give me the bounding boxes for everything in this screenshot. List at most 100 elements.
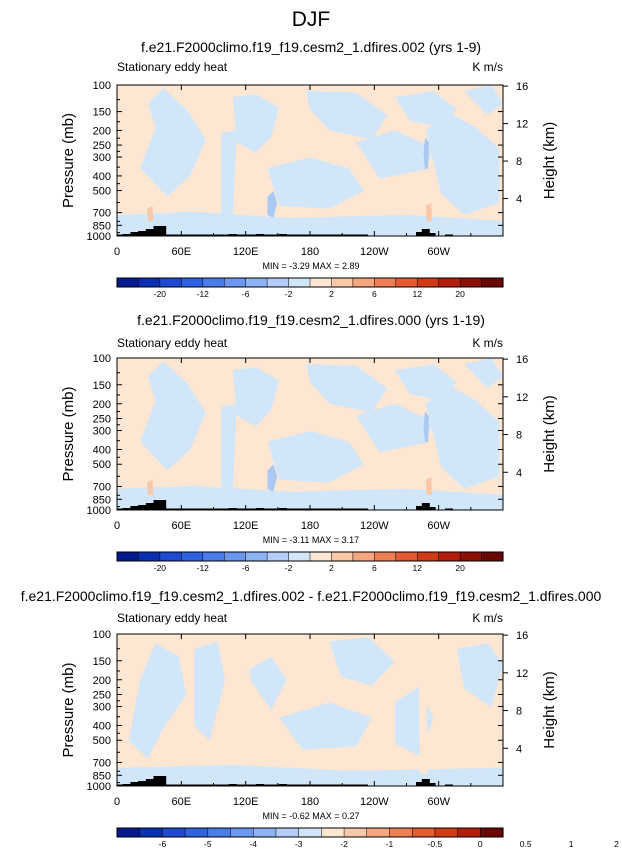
contour-region (221, 403, 237, 495)
colorbar-swatch (288, 277, 311, 288)
colorbar-swatch (139, 827, 163, 838)
y-tick-label: 850 (93, 494, 111, 506)
y2-tick-label: 16 (516, 81, 528, 93)
topography-bar (427, 233, 436, 236)
field-label: Stationary eddy heat (117, 60, 228, 74)
colorbar-swatch (366, 827, 391, 838)
colorbar-swatch (159, 551, 182, 562)
y2-axis-title: Height (km) (541, 671, 558, 749)
colorbar-swatch (245, 551, 268, 562)
y2-axis-title: Height (km) (541, 122, 558, 200)
colorbar-swatch (395, 277, 418, 288)
y-tick-label: 700 (93, 481, 111, 493)
colorbar-label: -20 (154, 289, 167, 299)
colorbar-label: 20 (455, 289, 465, 299)
colorbar-label: 2 (329, 563, 334, 573)
panel-2: f.e21.F2000climo.f19_f19.cesm2_1.dfires.… (60, 312, 558, 573)
y2-tick-label: 8 (516, 156, 522, 168)
y-tick-label: 100 (93, 353, 111, 365)
contour-region (267, 157, 364, 209)
y-tick-label: 200 (93, 399, 111, 411)
contour-region (117, 764, 503, 786)
colorbar-label: 20 (455, 563, 465, 573)
x-tick-label: 0 (114, 796, 120, 808)
colorbar-label: -2 (285, 289, 293, 299)
y-axis-title: Pressure (mb) (60, 113, 77, 208)
colorbar-swatch (389, 827, 413, 838)
y-tick-label: 150 (93, 656, 111, 668)
colorbar-frame (116, 277, 504, 288)
contour-region (140, 361, 206, 471)
colorbar-swatch (374, 277, 397, 288)
colorbar-swatch (266, 551, 290, 562)
colorbar-swatch (181, 277, 204, 288)
colorbar-swatch (309, 551, 332, 562)
topography-bar (421, 779, 430, 786)
y-tick-label: 700 (93, 757, 111, 769)
y-tick-label: 1000 (87, 231, 111, 243)
panel-1: f.e21.F2000climo.f19_f19.cesm2_1.dfires.… (60, 39, 558, 299)
y2-tick-label: 16 (516, 630, 528, 642)
y2-tick-label: 4 (516, 743, 522, 755)
topography-bar (138, 781, 147, 786)
topography-bar (427, 507, 436, 510)
colorbar-swatch (457, 827, 481, 838)
topography-bar (445, 234, 453, 236)
contour-region (221, 130, 237, 221)
colorbar-swatch (266, 277, 290, 288)
contour-region (140, 88, 206, 197)
colorbar-swatch (374, 551, 397, 562)
topography-bar (145, 503, 154, 510)
colorbar-label: -2 (340, 839, 348, 849)
y2-tick-label: 12 (516, 119, 528, 131)
colorbar-swatch (434, 827, 459, 838)
x-tick-label: 0 (114, 246, 120, 258)
contour-region (244, 664, 253, 765)
contour-region (232, 94, 280, 153)
x-tick-label: 120W (360, 520, 389, 532)
colorbar-label: -2 (285, 563, 293, 573)
colorbar-swatch (223, 551, 247, 562)
colorbar-swatch (352, 277, 375, 288)
contour-region (267, 431, 364, 483)
panel-title: f.e21.F2000climo.f19_f19.cesm2_1.dfires.… (21, 588, 602, 604)
topography-bar (130, 782, 139, 786)
colorbar-swatch (245, 277, 268, 288)
colorbar-swatch (288, 551, 311, 562)
topography-bar (445, 508, 453, 510)
y-tick-label: 400 (93, 445, 111, 457)
y-tick-label: 700 (93, 208, 111, 220)
colorbar-swatch (438, 277, 461, 288)
colorbar-swatch (181, 551, 204, 562)
colorbar-label: 0 (478, 839, 483, 849)
topography-bar (145, 779, 154, 786)
x-tick-label: 60E (172, 520, 192, 532)
topography-bar (421, 229, 430, 236)
y-axis-title: Pressure (mb) (60, 386, 77, 481)
colorbar-swatch (481, 551, 504, 562)
colorbar-swatch (298, 827, 322, 838)
x-tick-label: 120E (233, 796, 259, 808)
topography-bar (416, 232, 424, 236)
panel-title: f.e21.F2000climo.f19_f19.cesm2_1.dfires.… (137, 312, 485, 328)
field-label: Stationary eddy heat (117, 611, 228, 625)
contour-region (147, 479, 154, 495)
y2-tick-label: 8 (516, 706, 522, 718)
y2-tick-label: 12 (516, 392, 528, 404)
contour-region (267, 464, 278, 492)
colorbar-label: 2 (614, 839, 619, 849)
panel-title: f.e21.F2000climo.f19_f19.cesm2_1.dfires.… (141, 39, 481, 55)
contour-region (456, 643, 503, 707)
x-tick-label: 120W (360, 796, 389, 808)
topography-bar (421, 503, 430, 510)
colorbar-swatch (223, 277, 247, 288)
x-tick-label: 0 (114, 520, 120, 532)
topography-floor (117, 508, 368, 510)
topography-bar (427, 783, 436, 786)
contour-region (306, 91, 388, 140)
colorbar-swatch (480, 827, 504, 838)
contour-region (147, 205, 154, 221)
colorbar-swatch (395, 551, 418, 562)
contour-region (423, 137, 429, 170)
